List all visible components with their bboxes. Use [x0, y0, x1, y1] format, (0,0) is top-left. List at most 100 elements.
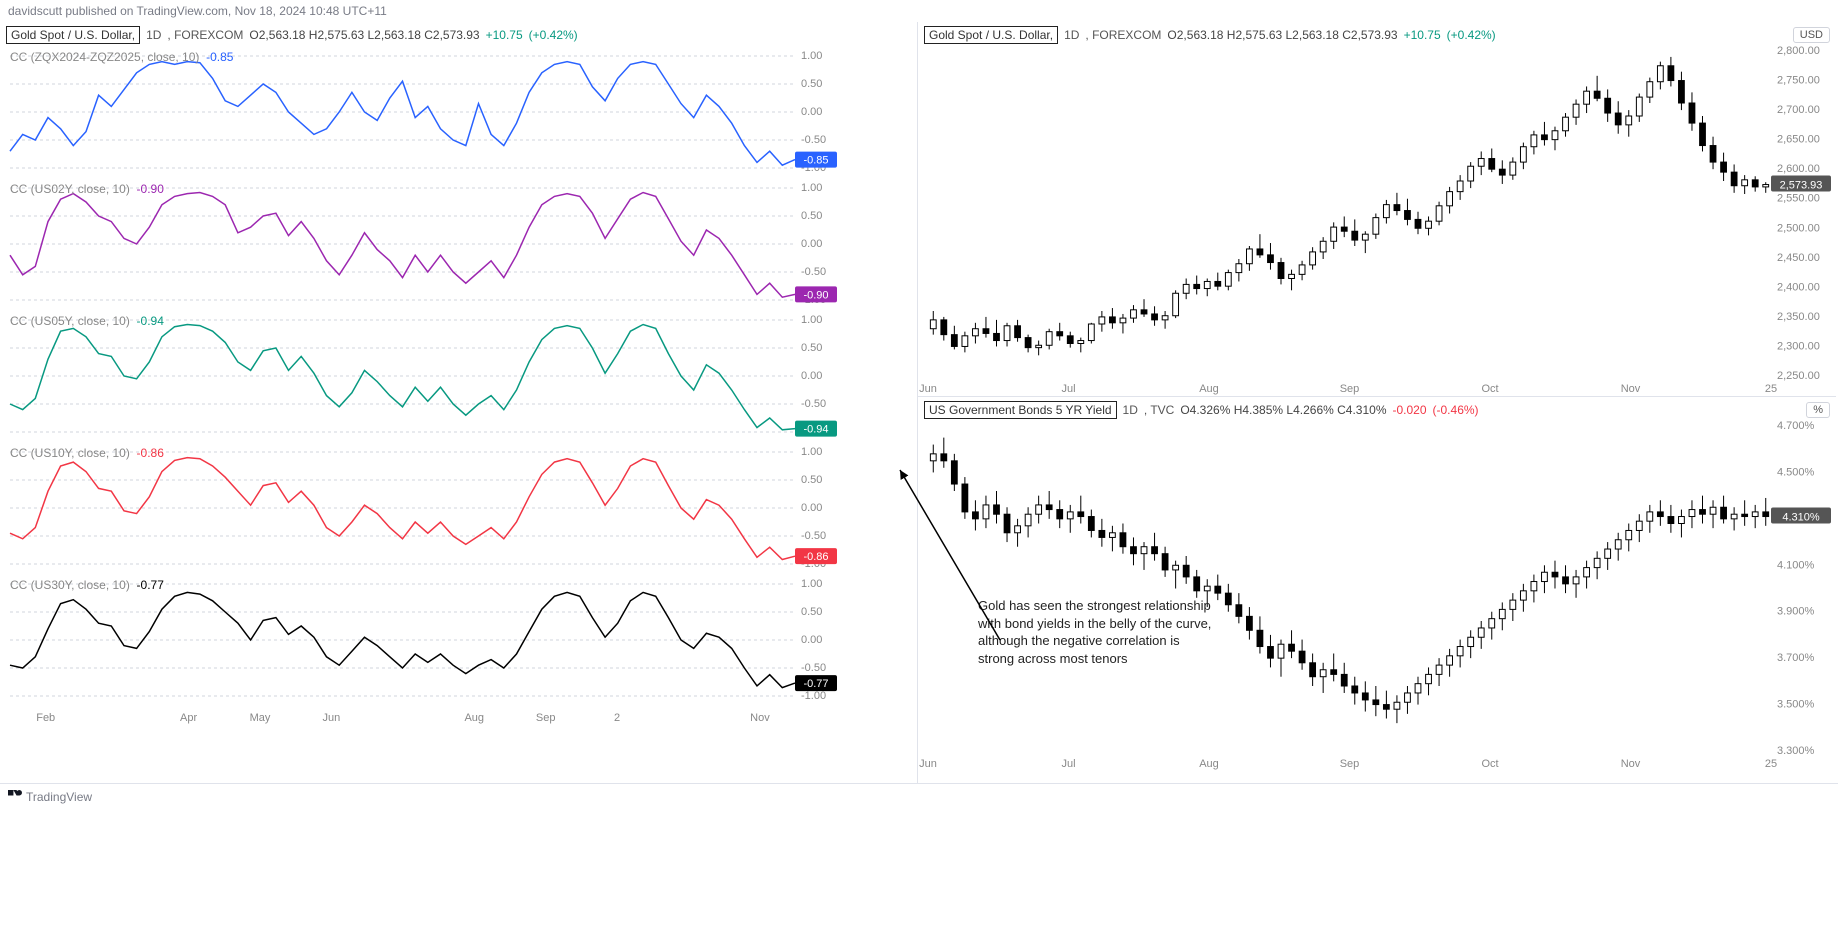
svg-text:3.700%: 3.700%: [1777, 652, 1815, 664]
svg-text:Oct: Oct: [1481, 758, 1498, 770]
right-bottom-title-box: US Government Bonds 5 YR Yield: [924, 401, 1117, 419]
svg-text:-0.50: -0.50: [801, 134, 826, 146]
left-interval: 1D: [146, 28, 161, 42]
cc-label: CC (US02Y, close, 10) -0.90: [10, 182, 164, 196]
svg-text:0.50: 0.50: [801, 606, 822, 618]
svg-text:0.00: 0.00: [801, 370, 822, 382]
right-x-axis: [918, 771, 1836, 783]
x-tick: May: [224, 712, 295, 724]
svg-text:0.00: 0.00: [801, 238, 822, 250]
x-tick: Nov: [724, 712, 795, 724]
footer-brand: TradingView: [26, 790, 92, 804]
cc-label: CC (ZQX2024-ZQZ2025, close, 10) -0.85: [10, 50, 233, 64]
svg-text:2,800.00: 2,800.00: [1777, 46, 1820, 57]
left-chg: +10.75: [486, 28, 523, 42]
x-tick: Aug: [439, 712, 510, 724]
svg-text:2,550.00: 2,550.00: [1777, 193, 1820, 205]
right-top-chg: +10.75: [1404, 28, 1441, 42]
right-bottom-provider: , TVC: [1144, 403, 1174, 417]
correlation-panels: CC (ZQX2024-ZQZ2025, close, 10) -0.85 1.…: [0, 46, 917, 706]
left-chg-pct: (+0.42%): [529, 28, 578, 42]
svg-text:4.500%: 4.500%: [1777, 466, 1815, 478]
left-x-axis: FebAprMayJunAugSep2Nov: [0, 706, 917, 730]
right-top-provider: , FOREXCOM: [1085, 28, 1161, 42]
right-bottom-interval: 1D: [1123, 403, 1138, 417]
svg-text:0.50: 0.50: [801, 78, 822, 90]
left-title-box: Gold Spot / U.S. Dollar,: [6, 26, 140, 44]
left-panel-header: Gold Spot / U.S. Dollar, 1D , FOREXCOM O…: [0, 22, 917, 46]
svg-text:Aug: Aug: [1199, 758, 1219, 770]
svg-text:1.00: 1.00: [801, 314, 822, 326]
svg-text:4.310%: 4.310%: [1782, 512, 1820, 524]
svg-text:2,500.00: 2,500.00: [1777, 222, 1820, 234]
svg-text:-1.00: -1.00: [801, 690, 826, 702]
svg-text:1.00: 1.00: [801, 446, 822, 458]
tradingview-logo-icon: [8, 790, 22, 804]
right-bottom-ohlc: O4.326% H4.385% L4.266% C4.310%: [1180, 403, 1386, 417]
footer: TradingView: [0, 783, 1838, 810]
svg-text:-0.85: -0.85: [803, 155, 828, 167]
svg-text:0.00: 0.00: [801, 634, 822, 646]
svg-text:Aug: Aug: [1199, 383, 1219, 395]
layout: Gold Spot / U.S. Dollar, 1D , FOREXCOM O…: [0, 22, 1838, 783]
x-tick: [653, 712, 724, 724]
svg-text:2,573.93: 2,573.93: [1780, 180, 1823, 192]
left-column: Gold Spot / U.S. Dollar, 1D , FOREXCOM O…: [0, 22, 918, 783]
svg-text:-0.50: -0.50: [801, 398, 826, 410]
svg-text:Oct: Oct: [1481, 383, 1498, 395]
svg-text:0.50: 0.50: [801, 210, 822, 222]
right-bottom-panel: US Government Bonds 5 YR Yield 1D , TVC …: [918, 397, 1836, 771]
svg-text:Sep: Sep: [1340, 758, 1360, 770]
correlation-panel[interactable]: CC (US30Y, close, 10) -0.77 1.000.500.00…: [0, 574, 917, 706]
cc-label: CC (US05Y, close, 10) -0.94: [10, 314, 164, 328]
svg-text:4.700%: 4.700%: [1777, 421, 1815, 432]
svg-text:3.500%: 3.500%: [1777, 699, 1815, 711]
svg-text:2,650.00: 2,650.00: [1777, 134, 1820, 146]
x-tick: Jun: [296, 712, 367, 724]
svg-text:Nov: Nov: [1621, 758, 1641, 770]
x-tick: [796, 712, 867, 724]
svg-text:3.900%: 3.900%: [1777, 606, 1815, 618]
svg-text:0.00: 0.00: [801, 106, 822, 118]
x-tick: [81, 712, 152, 724]
x-tick: Sep: [510, 712, 581, 724]
x-tick: Apr: [153, 712, 224, 724]
svg-text:Sep: Sep: [1340, 383, 1360, 395]
correlation-panel[interactable]: CC (US05Y, close, 10) -0.94 1.00 0.50 0.00…: [0, 310, 917, 442]
left-provider: , FOREXCOM: [167, 28, 243, 42]
right-top-panel: Gold Spot / U.S. Dollar, 1D , FOREXCOM O…: [918, 22, 1836, 397]
svg-text:1.00: 1.00: [801, 50, 822, 62]
svg-text:-0.94: -0.94: [803, 424, 828, 436]
correlation-panel[interactable]: CC (ZQX2024-ZQZ2025, close, 10) -0.85 1.…: [0, 46, 917, 178]
right-column: Gold Spot / U.S. Dollar, 1D , FOREXCOM O…: [918, 22, 1836, 783]
right-top-chg-pct: (+0.42%): [1447, 28, 1496, 42]
x-tick: 2: [581, 712, 652, 724]
unit-badge: %: [1806, 402, 1830, 418]
cc-label: CC (US10Y, close, 10) -0.86: [10, 446, 164, 460]
right-top-title-box: Gold Spot / U.S. Dollar,: [924, 26, 1058, 44]
svg-text:-0.77: -0.77: [803, 678, 828, 690]
svg-text:0.50: 0.50: [801, 474, 822, 486]
x-tick: [367, 712, 438, 724]
publish-text: davidscutt published on TradingView.com,…: [8, 4, 387, 18]
cc-label: CC (US30Y, close, 10) -0.77: [10, 578, 164, 592]
svg-text:0.50: 0.50: [801, 342, 822, 354]
yield-candlestick-chart[interactable]: 3.300%3.500%3.700%3.900%4.100%4.300%4.50…: [918, 421, 1836, 771]
gold-candlestick-chart[interactable]: 2,250.002,300.002,350.002,400.002,450.00…: [918, 46, 1836, 396]
svg-text:25: 25: [1765, 758, 1777, 770]
publish-header: davidscutt published on TradingView.com,…: [0, 0, 1838, 22]
svg-text:2,350.00: 2,350.00: [1777, 311, 1820, 323]
correlation-panel[interactable]: CC (US10Y, close, 10) -0.86 1.00 0.50 0.00…: [0, 442, 917, 574]
svg-text:25: 25: [1765, 383, 1777, 395]
right-bottom-header: US Government Bonds 5 YR Yield 1D , TVC …: [918, 397, 1836, 421]
right-top-interval: 1D: [1064, 28, 1079, 42]
svg-text:-0.90: -0.90: [803, 289, 828, 301]
svg-text:Jul: Jul: [1061, 758, 1075, 770]
svg-text:0.00: 0.00: [801, 502, 822, 514]
currency-badge: USD: [1793, 27, 1830, 43]
svg-text:-0.86: -0.86: [803, 551, 828, 563]
svg-text:2,300.00: 2,300.00: [1777, 340, 1820, 352]
svg-text:-0.50: -0.50: [801, 266, 826, 278]
svg-text:3.300%: 3.300%: [1777, 745, 1815, 757]
correlation-panel[interactable]: CC (US02Y, close, 10) -0.90 1.000.500.00…: [0, 178, 917, 310]
